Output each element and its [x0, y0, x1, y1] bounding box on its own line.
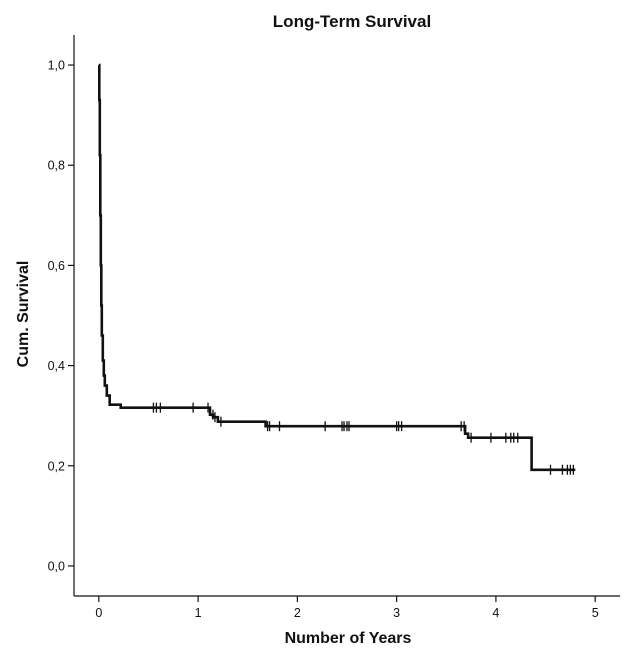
x-tick-label: 4: [492, 606, 499, 620]
x-tick-label: 3: [393, 606, 400, 620]
plot-area: [98, 63, 576, 475]
y-tick-label: 1,0: [48, 59, 65, 73]
y-axis-title: Cum. Survival: [15, 261, 32, 368]
survival-curve: [98, 63, 576, 472]
x-tick-label: 1: [195, 606, 202, 620]
x-tick-label: 0: [95, 606, 102, 620]
ticks: 0,0 0,2 0,4 0,6 0,8 1,0 0 1 2 3 4 5: [48, 59, 599, 620]
y-tick-label: 0,2: [48, 459, 65, 473]
y-tick-label: 0,6: [48, 259, 65, 273]
axes: [73, 35, 620, 597]
chart-title: Long-Term Survival: [273, 12, 431, 31]
x-axis-title: Number of Years: [285, 630, 412, 647]
y-tick-label: 0,4: [48, 359, 65, 373]
y-tick-label: 0,8: [48, 159, 65, 173]
y-tick-label: 0,0: [48, 559, 65, 573]
x-tick-label: 5: [592, 606, 599, 620]
x-tick-label: 2: [294, 606, 301, 620]
